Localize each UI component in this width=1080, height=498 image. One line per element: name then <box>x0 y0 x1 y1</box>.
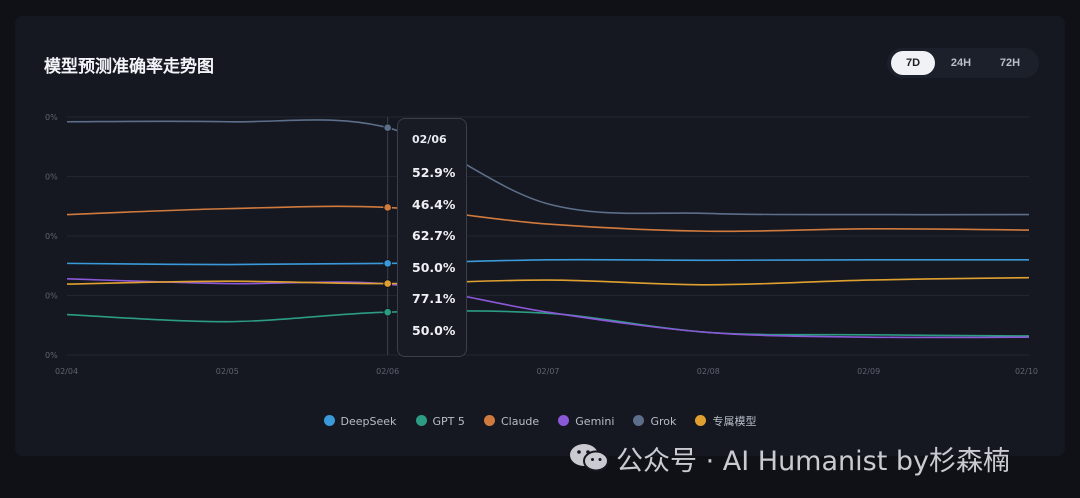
range-24h-button[interactable]: 24H <box>950 57 972 69</box>
series-line-grok <box>66 119 1030 216</box>
y-tick-label: 0% <box>45 351 58 360</box>
tooltip-value-gemini: 50.0% <box>412 260 456 275</box>
hover-point-gpt5 <box>383 307 392 317</box>
x-tick-label: 02/06 <box>376 367 399 376</box>
x-tick-label: 02/05 <box>216 367 239 376</box>
series-line-gemini <box>66 278 1030 339</box>
legend-item-gpt5[interactable]: GPT 5 <box>415 415 465 428</box>
legend-item-custom-model[interactable]: 专属模型 <box>695 413 756 429</box>
y-tick-label: 0% <box>45 173 58 182</box>
legend-dot-custom-model <box>695 415 707 426</box>
legend-dot-gemini <box>558 415 570 426</box>
series-line-claude <box>66 205 1030 233</box>
legend-item-grok[interactable]: Grok <box>633 415 676 428</box>
range-72h-button[interactable]: 72H <box>999 57 1021 69</box>
hover-point-claude <box>383 203 392 212</box>
legend-dot-grok <box>633 415 645 426</box>
watermark-text: 公众号 · AI Humanist by杉森楠 <box>616 446 1010 477</box>
legend-dot-gpt5 <box>415 415 427 426</box>
y-tick-label: 0% <box>45 232 58 241</box>
time-range-selector: 7D 24H 72H <box>887 48 1039 78</box>
x-tick-label: 02/09 <box>857 367 880 376</box>
legend-item-gemini[interactable]: Gemini <box>558 415 614 428</box>
x-tick-label: 02/10 <box>1015 367 1038 376</box>
series-line-专属模型 <box>66 276 1030 286</box>
x-tick-label: 02/04 <box>55 367 78 376</box>
legend-label-gpt5: GPT 5 <box>432 415 465 428</box>
legend-item-deepseek[interactable]: DeepSeek <box>323 415 397 428</box>
legend-label-custom-model: 专属模型 <box>712 415 757 428</box>
wechat-icon <box>570 444 609 472</box>
legend-label-deepseek: DeepSeek <box>340 415 397 428</box>
legend-label-claude: Claude <box>500 415 540 428</box>
x-tick-label: 02/07 <box>536 367 559 376</box>
legend-label-grok: Grok <box>650 415 677 428</box>
y-tick-label: 0% <box>45 113 58 122</box>
tooltip-value-grok: 77.1% <box>412 291 456 306</box>
tooltip-value-gpt5: 46.4% <box>412 197 456 212</box>
tooltip-date: 02/06 <box>412 133 447 146</box>
legend-item-claude[interactable]: Claude <box>483 415 540 428</box>
series-line-deepseek <box>66 258 1030 266</box>
legend-dot-deepseek <box>323 415 335 426</box>
hover-point-专属模型 <box>383 279 392 288</box>
hover-tooltip: 02/06 52.9% 46.4% 62.7% 50.0% 77.1% 50.0… <box>397 118 467 357</box>
legend-label-gemini: Gemini <box>575 415 615 428</box>
tooltip-value-claude: 62.7% <box>412 228 456 243</box>
y-tick-label: 0% <box>45 292 58 301</box>
range-7d-button[interactable]: 7D <box>891 51 935 75</box>
tooltip-value-custom-model: 50.0% <box>412 323 456 338</box>
legend-dot-claude <box>483 415 495 426</box>
hover-point-grok <box>383 123 392 133</box>
x-tick-label: 02/08 <box>697 367 720 376</box>
hover-point-deepseek <box>383 259 392 268</box>
chart-legend: DeepSeek GPT 5 Claude Gemini Grok 专属模型 <box>0 410 1080 430</box>
series-line-gpt5 <box>66 310 1030 337</box>
tooltip-value-deepseek: 52.9% <box>412 165 456 180</box>
chart-title: 模型预测准确率走势图 <box>44 57 214 77</box>
